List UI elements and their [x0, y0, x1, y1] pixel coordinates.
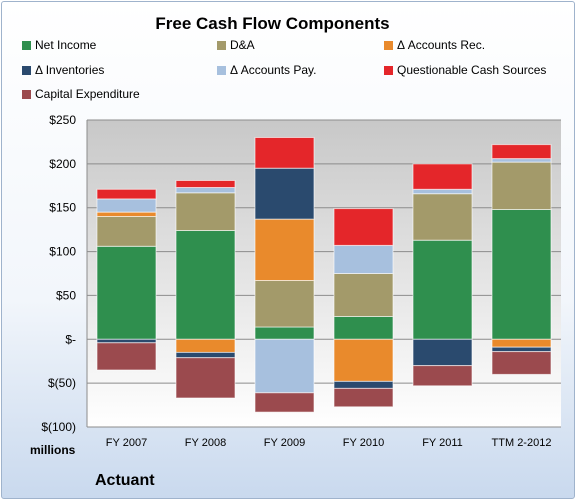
x-tick-label: FY 2010 [343, 437, 384, 449]
bar-segment [96, 338, 157, 344]
bar-segment [96, 245, 157, 340]
y-tick-label: $200 [49, 157, 76, 171]
x-tick-label: FY 2011 [422, 437, 463, 449]
legend-label: Δ Inventories [35, 63, 105, 77]
bar-segment [254, 137, 315, 169]
bar-segment [254, 218, 315, 282]
bar-segment [175, 187, 236, 194]
bar-segment [491, 338, 552, 348]
bar-segment [333, 338, 394, 382]
bar-segment [491, 144, 552, 160]
y-tick-label: $(50) [48, 376, 76, 390]
legend-label: Δ Accounts Rec. [397, 38, 486, 52]
legend-item: Δ Accounts Pay. [217, 63, 317, 77]
plot-area [87, 120, 561, 427]
bar-segment [412, 193, 473, 241]
bar-segment [333, 380, 394, 389]
bar-segment [333, 244, 394, 274]
y-tick-label: $50 [56, 288, 76, 302]
legend-swatch [384, 41, 393, 50]
legend-swatch [22, 41, 31, 50]
x-tick-label: TTM 2-2012 [492, 437, 552, 449]
legend-swatch [22, 66, 31, 75]
bar-segment [412, 188, 473, 195]
bar-segment [412, 163, 473, 190]
legend-item: D&A [217, 38, 255, 52]
legend: Net Income D&A Δ Accounts Rec. Δ Inventorie… [0, 0, 578, 110]
bar-segment [491, 161, 552, 211]
legend-swatch [217, 66, 226, 75]
bar-segment [412, 365, 473, 387]
legend-swatch [217, 41, 226, 50]
legend-item: Δ Inventories [22, 63, 104, 77]
bar-segment [175, 357, 236, 399]
bar-segment [491, 209, 552, 340]
legend-item: Questionable Cash Sources [384, 63, 546, 77]
x-tick-label: FY 2008 [185, 437, 226, 449]
bar-segment [96, 342, 157, 371]
legend-label: Net Income [35, 38, 97, 52]
bar-segment [96, 211, 157, 218]
chart-title: Free Cash Flow Components [155, 14, 390, 33]
legend-item: Net Income [22, 38, 96, 52]
bar-segment [254, 280, 315, 328]
legend-label: Δ Accounts Pay. [230, 63, 317, 77]
bar-segment [333, 208, 394, 246]
legend-swatch [22, 90, 31, 99]
legend-item: Capital Expenditure [22, 87, 140, 101]
company-name: Actuant [95, 472, 155, 489]
y-tick-label: $150 [49, 201, 76, 215]
legend-item: Δ Accounts Rec. [384, 38, 485, 52]
bar-segment [412, 239, 473, 340]
bar-segment [491, 346, 552, 353]
bar-segment [254, 326, 315, 340]
bar-segment [96, 216, 157, 247]
bar-segment [175, 338, 236, 353]
bar-segment [254, 392, 315, 413]
y-tick-label: $(100) [41, 420, 76, 434]
bar-segment [254, 167, 315, 220]
x-tick-label: FY 2007 [106, 437, 147, 449]
legend-swatch [384, 66, 393, 75]
bar-segment [412, 338, 473, 367]
bar-segment [333, 273, 394, 317]
bar-segment [333, 387, 394, 408]
bar-segment [96, 198, 157, 213]
bar-segment [254, 338, 315, 394]
bar-segment [175, 351, 236, 359]
bar-segment [175, 192, 236, 232]
y-tick-label: $100 [49, 245, 76, 259]
y-tick-label: $- [65, 332, 76, 346]
bar-segment [96, 188, 157, 200]
bar-segment [491, 158, 552, 163]
bar-segment [333, 316, 394, 340]
bar-segment [175, 180, 236, 188]
bar-segment [175, 230, 236, 340]
bar-segment [491, 351, 552, 375]
unit-label: millions [30, 443, 76, 457]
legend-label: Capital Expenditure [35, 87, 140, 101]
legend-label: D&A [230, 38, 255, 52]
y-tick-label: $250 [49, 113, 76, 127]
x-tick-label: FY 2009 [264, 437, 305, 449]
legend-label: Questionable Cash Sources [397, 63, 547, 77]
